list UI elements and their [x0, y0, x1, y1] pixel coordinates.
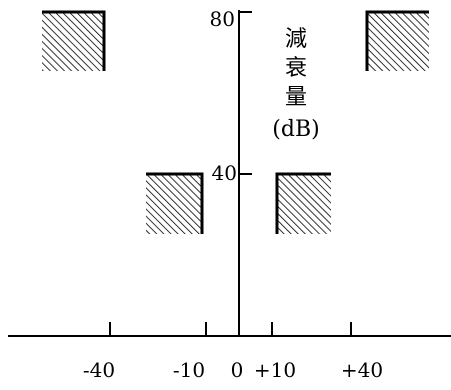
x-tick-label-0: 0: [231, 358, 244, 382]
y-label-char-1: 減: [285, 27, 307, 52]
region-outer-left: [42, 10, 106, 71]
y-label-char-3: 量: [285, 85, 307, 110]
x-tick-label--40: -40: [83, 358, 115, 382]
region-outer-right: [365, 10, 429, 71]
x-tick-label-+40: +40: [341, 358, 383, 382]
y-label-unit: (dB): [272, 117, 319, 142]
y-label-char-2: 衰: [285, 56, 307, 81]
region-inner-right: [275, 172, 331, 234]
region-inner-left: [146, 172, 204, 234]
y-tick-label-40: 40: [212, 161, 237, 185]
x-tick-label--10: -10: [173, 358, 205, 382]
x-tick-label-+10: +10: [254, 358, 296, 382]
y-tick-label-80: 80: [210, 7, 235, 31]
